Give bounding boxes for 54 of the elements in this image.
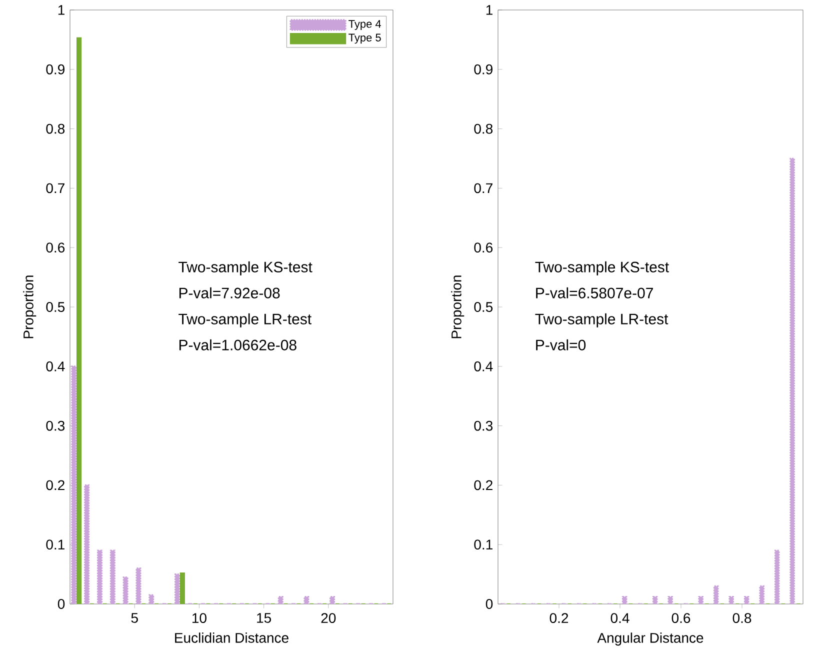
x-tick-label: 10 [192,613,206,624]
x-tick-label: 0.4 [610,613,630,624]
y-axis-title: Proportion [23,276,36,338]
y-tick-label: 0.7 [474,183,492,194]
bar [774,550,780,604]
y-tick-label: 0.6 [474,242,493,253]
x-tick-label: 0.2 [550,613,568,624]
annotation: Two-sample LR-test [535,313,668,328]
annotation: Two-sample KS-test [178,261,312,276]
legend-label: Type 5 [348,34,381,44]
bar [790,158,795,604]
y-tick-label: 0.6 [46,242,65,253]
bar [698,596,704,604]
x-tick-label: 0.8 [732,613,752,624]
y-tick-label: 0 [486,599,493,609]
annotation: Two-sample LR-test [178,313,312,328]
x-tick-label: 0.6 [672,613,690,624]
x-axis-title: Euclidian Distance [175,632,288,643]
annotation: P-val=0 [536,339,586,350]
bar [759,585,764,604]
bar [652,596,658,604]
bar [744,596,750,604]
x-tick-label: 15 [257,613,271,623]
bar [668,596,673,604]
x-axis-title: Angular Distance [597,632,704,646]
y-tick-label: 0.2 [46,480,64,490]
bar [622,596,628,604]
annotation: Two-sample KS-test [535,261,669,276]
legend-label: Type 4 [348,20,381,30]
bar [728,596,734,604]
y-tick-label: 0.5 [474,302,493,312]
y-tick-label: 0.8 [46,124,65,134]
y-tick-label: 0.9 [474,64,492,74]
annotation: P-val=1.0662e-08 [179,339,296,350]
y-tick-label: 0.3 [474,420,493,431]
y-tick-label: 0.4 [46,361,65,372]
annotation: P-val=7.92e-08 [179,287,280,298]
y-tick-label: 1 [486,5,492,15]
y-tick-label: 0.5 [46,302,65,312]
y-tick-label: 0.4 [474,361,493,372]
y-tick-label: 0 [58,599,65,609]
y-tick-label: 1 [58,5,64,15]
y-axis-title: Proportion [451,276,464,338]
y-tick-label: 0.9 [46,64,64,74]
bar [713,585,719,604]
x-tick-label: 20 [321,613,336,624]
y-tick-label: 0.3 [46,420,65,431]
y-tick-label: 0.2 [474,480,492,490]
y-tick-label: 0.8 [474,124,493,134]
y-tick-label: 0.7 [46,183,64,194]
x-tick-label: 5 [131,613,138,623]
annotation: P-val=6.5807e-07 [536,287,653,298]
y-tick-label: 0.1 [46,540,64,550]
y-tick-label: 0.1 [474,540,492,550]
